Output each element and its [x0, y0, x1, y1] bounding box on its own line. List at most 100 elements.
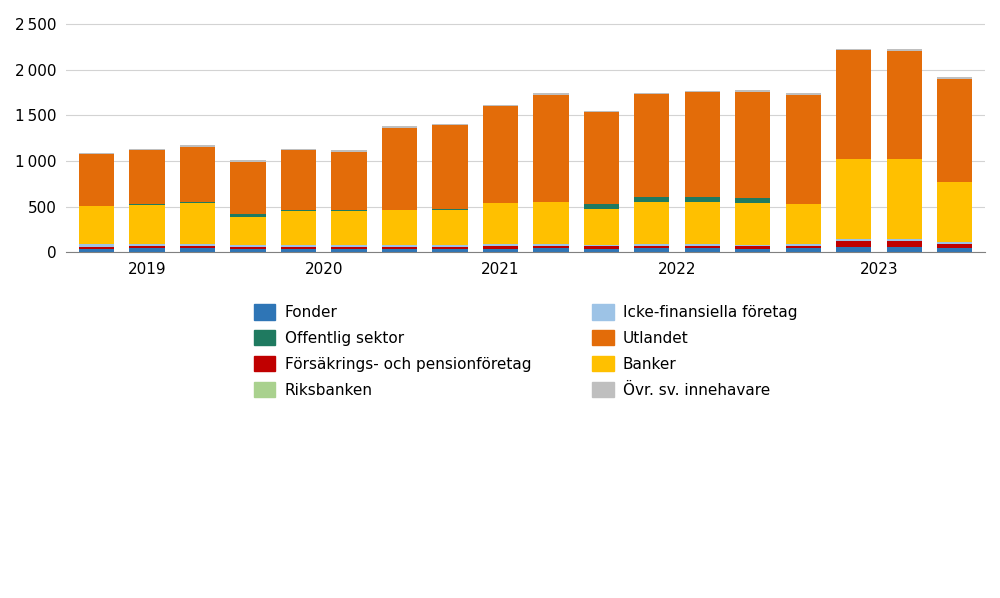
- Bar: [634, 246, 669, 248]
- Bar: [432, 126, 468, 209]
- Bar: [382, 128, 417, 210]
- Bar: [382, 210, 417, 245]
- Bar: [180, 246, 215, 248]
- Bar: [432, 124, 468, 126]
- Bar: [887, 247, 922, 252]
- Bar: [634, 94, 669, 197]
- Bar: [331, 210, 367, 245]
- Bar: [584, 111, 619, 112]
- Bar: [685, 197, 720, 202]
- Bar: [382, 246, 417, 249]
- Bar: [887, 160, 922, 239]
- Bar: [584, 249, 619, 252]
- Bar: [634, 244, 669, 246]
- Bar: [887, 50, 922, 51]
- Bar: [129, 150, 165, 204]
- Bar: [180, 147, 215, 202]
- Bar: [432, 246, 468, 249]
- Bar: [836, 247, 871, 252]
- Bar: [735, 198, 770, 203]
- Bar: [230, 247, 266, 249]
- Bar: [685, 92, 720, 197]
- Bar: [483, 106, 518, 203]
- Bar: [483, 105, 518, 106]
- Bar: [129, 149, 165, 150]
- Bar: [180, 244, 215, 246]
- Bar: [836, 159, 871, 239]
- Bar: [281, 210, 316, 245]
- Bar: [584, 209, 619, 245]
- Bar: [735, 203, 770, 245]
- Bar: [786, 248, 821, 252]
- Bar: [331, 152, 367, 210]
- Bar: [79, 247, 114, 249]
- Bar: [331, 246, 367, 249]
- Bar: [533, 248, 569, 252]
- Bar: [786, 205, 821, 244]
- Bar: [432, 245, 468, 246]
- Bar: [79, 245, 114, 247]
- Bar: [836, 48, 871, 50]
- Bar: [281, 151, 316, 210]
- Bar: [230, 245, 266, 247]
- Bar: [836, 50, 871, 158]
- Bar: [634, 202, 669, 244]
- Bar: [735, 249, 770, 252]
- Bar: [937, 78, 972, 79]
- Bar: [533, 95, 569, 202]
- Bar: [382, 249, 417, 252]
- Bar: [382, 126, 417, 128]
- Bar: [180, 203, 215, 244]
- Bar: [129, 244, 165, 246]
- Bar: [584, 246, 619, 249]
- Bar: [685, 91, 720, 92]
- Bar: [180, 145, 215, 147]
- Bar: [634, 197, 669, 202]
- Bar: [281, 246, 316, 249]
- Bar: [79, 152, 114, 154]
- Bar: [786, 244, 821, 246]
- Bar: [887, 239, 922, 241]
- Bar: [685, 246, 720, 248]
- Bar: [533, 93, 569, 95]
- Bar: [735, 92, 770, 198]
- Bar: [887, 51, 922, 159]
- Bar: [685, 202, 720, 244]
- Bar: [786, 246, 821, 248]
- Bar: [937, 248, 972, 252]
- Bar: [685, 244, 720, 246]
- Bar: [634, 248, 669, 252]
- Bar: [937, 242, 972, 244]
- Bar: [180, 248, 215, 252]
- Bar: [79, 249, 114, 252]
- Bar: [432, 249, 468, 252]
- Bar: [331, 245, 367, 246]
- Bar: [281, 149, 316, 151]
- Bar: [483, 203, 518, 245]
- Bar: [735, 245, 770, 246]
- Bar: [786, 93, 821, 94]
- Bar: [129, 205, 165, 244]
- Bar: [382, 245, 417, 246]
- Bar: [230, 160, 266, 162]
- Bar: [584, 245, 619, 246]
- Bar: [281, 249, 316, 252]
- Bar: [281, 245, 316, 246]
- Bar: [735, 90, 770, 92]
- Bar: [483, 246, 518, 249]
- Bar: [685, 248, 720, 252]
- Bar: [432, 210, 468, 245]
- Bar: [230, 162, 266, 214]
- Bar: [735, 246, 770, 249]
- Bar: [129, 246, 165, 248]
- Bar: [584, 112, 619, 203]
- Legend: Fonder, Offentlig sektor, Försäkrings- och pensionföretag, Riksbanken, Icke-fina: Fonder, Offentlig sektor, Försäkrings- o…: [248, 298, 803, 404]
- Bar: [230, 214, 266, 217]
- Bar: [230, 249, 266, 252]
- Bar: [533, 246, 569, 248]
- Bar: [937, 244, 972, 248]
- Bar: [937, 79, 972, 182]
- Bar: [79, 154, 114, 206]
- Bar: [79, 206, 114, 245]
- Bar: [937, 182, 972, 242]
